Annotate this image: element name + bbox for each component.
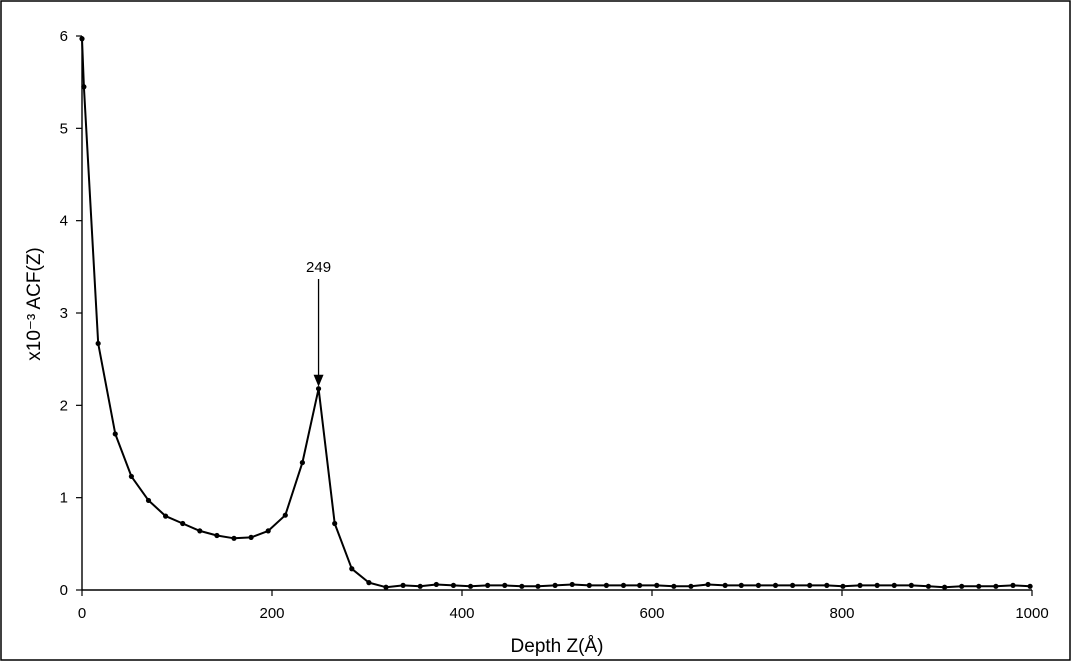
annotation: 249 (306, 259, 331, 387)
data-point (450, 582, 457, 588)
data-point (620, 582, 627, 588)
data-point (231, 535, 237, 541)
data-point (942, 584, 948, 590)
data-point (315, 386, 322, 392)
x-tick-label: 200 (259, 605, 284, 622)
data-point (824, 582, 830, 588)
data-point (959, 583, 965, 589)
x-axis-title: Depth Z(Å) (511, 636, 604, 657)
data-point (925, 583, 932, 589)
peak-arrow-head (313, 374, 324, 387)
data-point (95, 340, 101, 347)
data-point (705, 581, 711, 588)
data-point (807, 582, 813, 588)
data-point (112, 431, 118, 437)
data-point (265, 528, 271, 534)
data-point (214, 532, 220, 539)
data-point (637, 582, 643, 588)
x-tick-label: 1000 (1015, 605, 1048, 622)
data-point (755, 582, 762, 588)
data-point (738, 582, 744, 588)
data-point (772, 582, 779, 588)
data-point (688, 583, 694, 589)
data-point (552, 582, 558, 588)
y-tick-label: 4 (60, 213, 68, 230)
data-point (79, 36, 85, 42)
y-tick-label: 6 (60, 28, 68, 45)
data-point (603, 582, 610, 588)
data-point (366, 580, 372, 586)
x-tick-label: 600 (639, 605, 664, 622)
y-tick-label: 5 (60, 120, 68, 137)
data-point (299, 459, 305, 466)
data-point (400, 582, 406, 588)
data-point (569, 581, 575, 588)
y-axis-title: x10⁻³ ACF(Z) (24, 247, 45, 360)
data-point (1027, 583, 1033, 589)
data-point (81, 84, 87, 90)
data-point (485, 582, 491, 588)
data-point (976, 583, 982, 589)
axes (81, 36, 1032, 591)
data-point (840, 583, 846, 589)
data-point (197, 528, 203, 534)
data-point (433, 581, 439, 588)
data-point (535, 583, 541, 589)
data-point (874, 582, 880, 588)
data-point (163, 513, 169, 519)
data-point (145, 497, 152, 504)
data-point (502, 582, 508, 588)
data-point (1010, 582, 1016, 588)
data-point (180, 520, 186, 527)
x-tick-label: 800 (829, 605, 854, 622)
data-point (417, 583, 423, 589)
data-point (857, 582, 863, 588)
series-line (81, 38, 1031, 589)
data-point (349, 566, 355, 572)
y-tick-label: 0 (60, 582, 68, 599)
series-layer (79, 36, 1033, 590)
data-point (332, 520, 338, 527)
data-point (586, 582, 592, 588)
data-point (722, 582, 728, 588)
peak-label: 249 (306, 259, 331, 276)
data-point (790, 582, 796, 588)
data-point (654, 582, 660, 588)
data-point (383, 584, 389, 590)
data-point (671, 583, 677, 589)
data-point (519, 583, 525, 589)
data-point (467, 583, 474, 589)
data-point (908, 582, 914, 588)
data-point (282, 512, 288, 518)
ticks: 0 200 400 600 800 1000 0 1 2 3 4 5 6 (60, 28, 1049, 622)
data-point (128, 473, 134, 480)
y-tick-label: 2 (60, 397, 68, 414)
x-tick-label: 400 (449, 605, 474, 622)
data-point (248, 534, 254, 540)
y-tick-label: 1 (60, 490, 68, 507)
x-tick-label: 0 (78, 605, 86, 622)
y-tick-label: 3 (60, 305, 68, 322)
data-point (891, 582, 897, 588)
data-point (993, 583, 999, 589)
